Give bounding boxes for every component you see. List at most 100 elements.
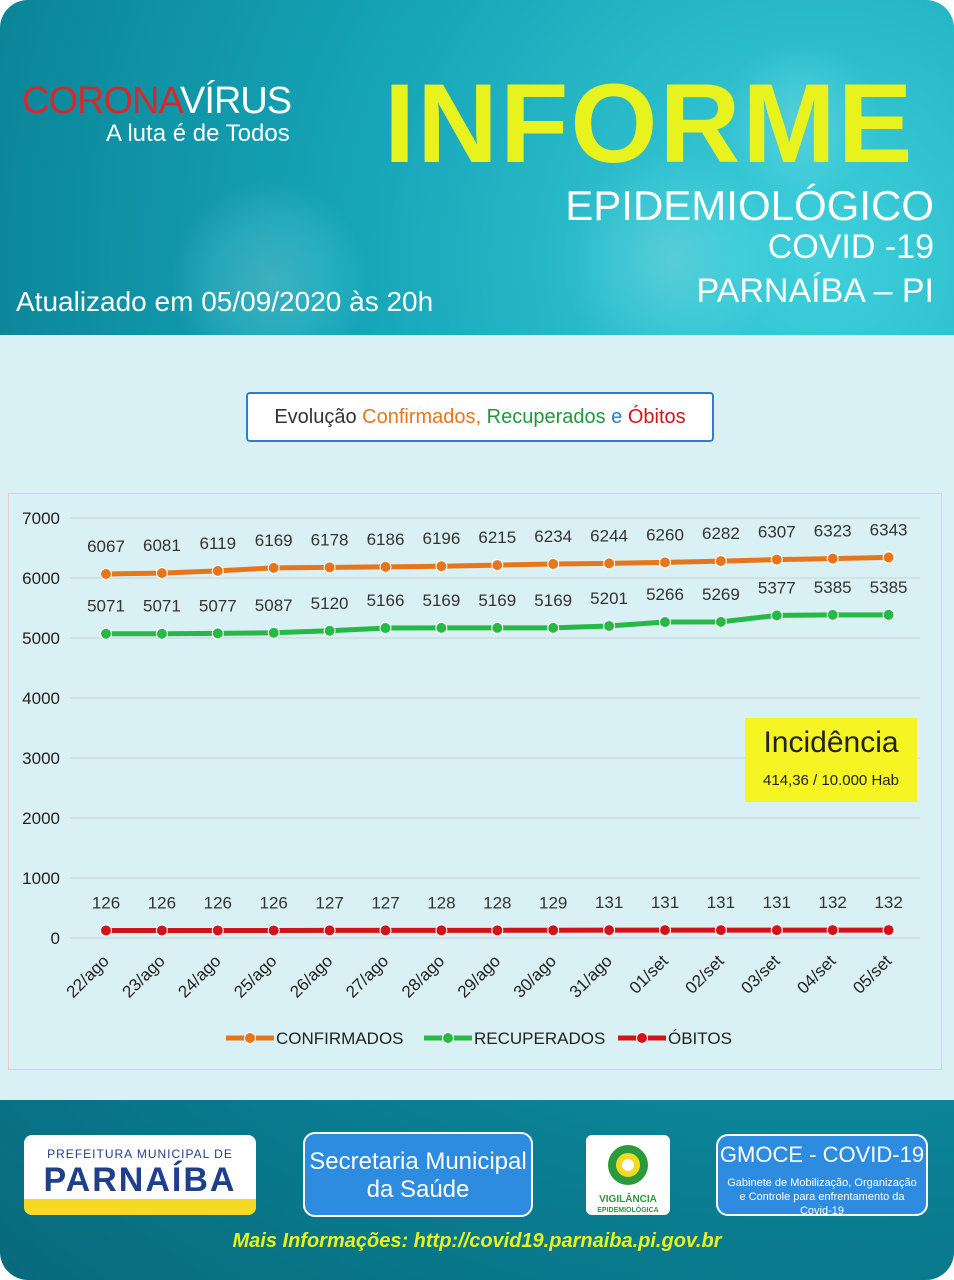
gmoce-subtitle: Gabinete de Mobilização, Organização e C… (727, 1177, 917, 1217)
x-tick-label: 24/ago (174, 951, 224, 1001)
y-tick-label: 4000 (22, 689, 60, 708)
data-label: 5169 (422, 591, 460, 610)
prefeitura-city: PARNAÍBA (43, 1161, 237, 1199)
incidence-title: Incidência (763, 726, 899, 759)
coronavirus-logo: CORONAVÍRUS (22, 80, 292, 122)
data-label: 6244 (590, 526, 628, 545)
y-tick-label: 2000 (22, 809, 60, 828)
data-label: 126 (260, 893, 288, 912)
x-tick-label: 28/ago (398, 951, 448, 1001)
data-label: 131 (651, 893, 679, 912)
data-label: 5071 (143, 597, 181, 616)
data-label: 5077 (199, 596, 237, 615)
data-label: 5071 (87, 597, 125, 616)
data-point (155, 627, 168, 640)
data-label: 6081 (143, 536, 181, 555)
data-label: 5120 (311, 594, 349, 613)
data-point (435, 560, 448, 573)
data-label: 5169 (478, 591, 516, 610)
data-point (100, 567, 112, 580)
data-point (659, 924, 671, 937)
data-label: 6323 (814, 522, 852, 541)
chart-frame (8, 493, 942, 1070)
x-tick-label: 04/set (793, 951, 839, 997)
logo-part-corona: CORONA (22, 80, 181, 122)
data-label: 126 (148, 893, 176, 912)
data-point (826, 924, 839, 937)
data-label: 6282 (702, 524, 740, 543)
prefeitura-label: PREFEITURA MUNICIPAL DE (47, 1147, 233, 1161)
data-point (826, 608, 839, 621)
data-point (435, 621, 448, 634)
data-point (267, 626, 280, 639)
legend-marker (636, 1032, 648, 1044)
vigilancia-text: VIGILÂNCIA EPIDEMIOLÓGICA (586, 1195, 670, 1216)
data-label: 126 (92, 893, 120, 912)
data-label: 132 (874, 893, 902, 912)
data-label: 6343 (870, 520, 908, 539)
data-point (323, 624, 336, 637)
data-label: 6186 (367, 530, 405, 549)
x-tick-label: 29/ago (454, 951, 504, 1001)
data-point (267, 924, 280, 937)
disease-label: COVID -19 (767, 228, 934, 266)
x-tick-label: 01/set (626, 951, 672, 997)
data-label: 6119 (200, 534, 237, 553)
data-point (547, 924, 560, 937)
x-tick-label: 31/ago (566, 951, 616, 1001)
gmoce-badge: GMOCE - COVID-19 Gabinete de Mobilização… (716, 1134, 928, 1217)
y-tick-label: 6000 (22, 569, 60, 588)
chart-title-and: e (605, 406, 628, 428)
data-point (603, 924, 616, 937)
incidence-value: 414,36 / 10.000 Hab (763, 772, 899, 789)
legend-label: RECUPERADOS (474, 1029, 605, 1048)
y-tick-label: 7000 (22, 509, 60, 528)
prefeitura-stripe (24, 1199, 256, 1215)
data-label: 5269 (702, 585, 740, 604)
data-label: 6178 (311, 530, 349, 549)
data-label: 6196 (422, 529, 460, 548)
vigilancia-emblem-icon (608, 1145, 648, 1185)
data-point (770, 609, 783, 622)
x-tick-label: 03/set (737, 951, 783, 997)
prefeitura-logo: PREFEITURA MUNICIPAL DE PARNAÍBA (24, 1135, 256, 1215)
gmoce-title: GMOCE - COVID-19 (719, 1142, 925, 1167)
x-tick-label: 30/ago (510, 951, 560, 1001)
data-label: 5166 (367, 591, 405, 610)
data-point (659, 556, 671, 569)
chart-title-obitos: Óbitos (627, 406, 686, 428)
data-point (714, 924, 727, 937)
logo-subtitle: A luta é de Todos (106, 120, 290, 147)
page-title: INFORME (384, 61, 915, 186)
chart-panel (0, 335, 954, 1100)
legend-label: CONFIRMADOS (276, 1029, 404, 1048)
virus-decoration-icon (560, 150, 780, 370)
legend-marker (442, 1032, 454, 1044)
y-tick-label: 0 (51, 929, 60, 948)
x-tick-label: 25/ago (230, 951, 280, 1001)
vigilancia-logo: VIGILÂNCIA EPIDEMIOLÓGICA (586, 1135, 670, 1215)
data-point (770, 924, 783, 937)
data-point (267, 561, 280, 574)
more-info-link[interactable]: Mais Informações: http://covid19.parnaib… (232, 1230, 722, 1252)
data-label: 5087 (255, 596, 293, 615)
chart-title-box: Evolução Confirmados, Recuperados e Óbit… (246, 392, 714, 442)
city-label: PARNAÍBA – PI (696, 272, 934, 310)
data-label: 5385 (814, 578, 852, 597)
secretaria-badge: Secretaria Municipal da Saúde (303, 1132, 533, 1217)
vigilancia-line1: VIGILÂNCIA (599, 1194, 657, 1205)
data-point (491, 621, 504, 634)
data-label: 6260 (646, 525, 684, 544)
data-point (100, 924, 112, 937)
header: CORONAVÍRUS A luta é de Todos INFORME EP… (0, 0, 954, 380)
data-label: 131 (763, 893, 791, 912)
data-point (435, 924, 448, 937)
logo-part-virus: VÍRUS (179, 80, 292, 122)
chart-title-recuperados: Recuperados (481, 406, 606, 428)
data-point (211, 924, 224, 937)
line-chart: 0 1000 2000 3000 4000 5000 6000 7000 22/ago 23/ag… (22, 509, 920, 1048)
data-point (882, 924, 895, 937)
x-tick-label: 26/ago (286, 951, 336, 1001)
data-point (379, 560, 392, 573)
data-point (491, 559, 504, 572)
